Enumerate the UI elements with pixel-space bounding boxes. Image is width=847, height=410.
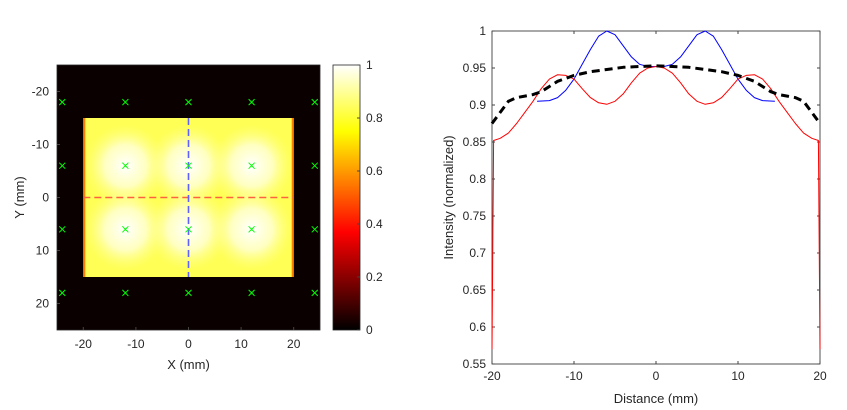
- x-tick-label: 20: [287, 337, 301, 351]
- x-mark-icon: [58, 225, 66, 233]
- source-marker: [122, 162, 129, 170]
- source-marker: [311, 98, 319, 106]
- source-marker: [185, 289, 192, 297]
- source-marker: [122, 289, 129, 297]
- source-marker: [122, 98, 129, 106]
- series-line-average: [490, 64, 822, 125]
- x-tick-label: 10: [731, 369, 745, 383]
- source-marker: [122, 225, 129, 233]
- source-marker: [311, 162, 319, 170]
- x-mark-icon: [122, 225, 129, 233]
- x-tick-label: -10: [127, 337, 145, 351]
- y-tick-label: -10: [32, 138, 50, 152]
- x-axis-label: Distance (mm): [614, 391, 699, 406]
- heatmap-axes: -20 -10 0 10 20 -20 -10 0 10 20 X (mm) Y (mm): [12, 64, 321, 372]
- source-marker: [58, 98, 66, 106]
- source-marker: [58, 289, 66, 297]
- y-tick-label: 0: [42, 191, 49, 205]
- colorbar-tick-label: 0: [366, 323, 373, 337]
- profile-axes: -20 -10 0 10 20 0.55 0.6 0.65 0.7 0.75 0.8 0.85 0.9 0…: [441, 24, 827, 406]
- source-marker: [248, 225, 255, 233]
- source-marker: [248, 162, 255, 170]
- x-mark-icon: [185, 162, 192, 170]
- source-marker: [185, 98, 192, 106]
- colorbar-tick-label: 0.8: [366, 111, 383, 125]
- source-marker: [311, 289, 319, 297]
- y-tick-label: 10: [36, 244, 50, 258]
- series-line-horizontal-profile: [491, 66, 821, 350]
- colorbar-tick-label: 1: [366, 58, 373, 72]
- y-tick-label: -20: [32, 85, 50, 99]
- colorbar-tick-label: 0.6: [366, 164, 383, 178]
- x-mark-icon: [185, 98, 192, 106]
- source-marker: [248, 289, 255, 297]
- x-mark-icon: [311, 98, 319, 106]
- colorbar-gradient: [332, 64, 361, 331]
- y-axis-label: Y (mm): [12, 176, 27, 218]
- source-marker: [58, 162, 66, 170]
- x-tick-label: 10: [234, 337, 248, 351]
- x-tick-label: -10: [565, 369, 583, 383]
- x-tick-label: 0: [653, 369, 660, 383]
- x-mark-icon: [311, 225, 319, 233]
- y-tick-label: 20: [36, 297, 50, 311]
- x-tick-label: -20: [483, 369, 501, 383]
- x-mark-icon: [185, 225, 192, 233]
- y-tick-label: 0.65: [463, 283, 487, 297]
- x-mark-icon: [58, 289, 66, 297]
- y-tick-label: 0.9: [469, 98, 486, 112]
- x-tick-label: 0: [185, 337, 192, 351]
- x-mark-icon: [122, 98, 129, 106]
- source-marker: [248, 98, 255, 106]
- plot-area: [491, 30, 821, 365]
- colorbar-tick-label: 0.4: [366, 217, 383, 231]
- y-tick-label: 1: [479, 24, 486, 38]
- x-mark-icon: [58, 98, 66, 106]
- y-tick-label: 0.75: [463, 209, 487, 223]
- x-mark-icon: [248, 289, 255, 297]
- source-marker: [185, 162, 192, 170]
- x-tick-label: 20: [813, 369, 827, 383]
- colorbar-tick-label: 0.2: [366, 270, 383, 284]
- x-mark-icon: [248, 162, 255, 170]
- x-mark-icon: [122, 289, 129, 297]
- x-mark-icon: [248, 225, 255, 233]
- y-tick-label: 0.95: [463, 61, 487, 75]
- y-tick-label: 0.7: [469, 246, 486, 260]
- source-marker: [185, 225, 192, 233]
- source-marker: [311, 225, 319, 233]
- y-tick-label: 0.55: [463, 357, 487, 371]
- x-mark-icon: [58, 162, 66, 170]
- y-axis-label: Intensity (normalized): [441, 135, 456, 259]
- x-mark-icon: [248, 98, 255, 106]
- colorbar: 0 0.2 0.4 0.6 0.8 1: [332, 58, 383, 337]
- y-tick-label: 0.8: [469, 172, 486, 186]
- x-axis-label: X (mm): [167, 357, 210, 372]
- source-marker: [58, 225, 66, 233]
- x-mark-icon: [185, 289, 192, 297]
- x-tick-label: -20: [75, 337, 93, 351]
- x-mark-icon: [311, 289, 319, 297]
- x-mark-icon: [311, 162, 319, 170]
- y-tick-label: 0.85: [463, 135, 487, 149]
- y-tick-label: 0.6: [469, 320, 486, 334]
- x-mark-icon: [122, 162, 129, 170]
